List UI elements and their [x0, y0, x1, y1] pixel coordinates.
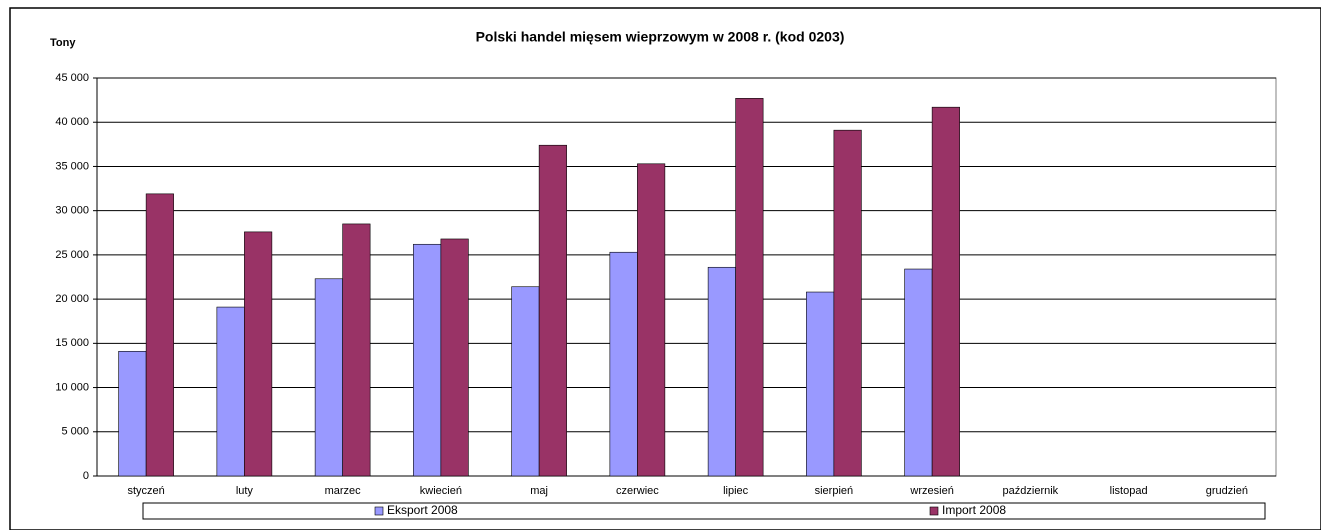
- bar: [637, 163, 666, 477]
- x-tick-label: październik: [1003, 485, 1059, 497]
- x-tick-label: lipiec: [723, 485, 749, 497]
- x-tick-label: listopad: [1110, 485, 1148, 497]
- y-tick-label: 40 000: [55, 116, 89, 128]
- bar: [342, 223, 371, 477]
- legend-swatch: [374, 506, 384, 516]
- bar: [145, 193, 174, 477]
- x-tick-label: kwiecień: [420, 485, 462, 497]
- bar: [118, 350, 147, 477]
- y-tick-label: 20 000: [55, 293, 89, 305]
- bar: [413, 243, 442, 477]
- x-tick-label: styczeń: [127, 485, 164, 497]
- y-tick-label: 5 000: [61, 426, 89, 438]
- bar: [833, 129, 862, 477]
- y-tick-label: 10 000: [55, 381, 89, 393]
- bar: [707, 266, 736, 477]
- bar: [440, 238, 469, 477]
- x-tick-label: grudzień: [1206, 485, 1248, 497]
- bar: [931, 106, 960, 477]
- legend-swatch: [929, 506, 939, 516]
- y-tick-label: 30 000: [55, 205, 89, 217]
- bar: [244, 231, 273, 477]
- legend-label: Eksport 2008: [387, 503, 458, 517]
- bar: [511, 286, 540, 477]
- plot-area: [96, 77, 1277, 477]
- x-tick-label: czerwiec: [616, 485, 659, 497]
- bar: [216, 306, 245, 477]
- x-tick-label: sierpień: [815, 485, 854, 497]
- x-tick-label: maj: [530, 485, 548, 497]
- bar: [609, 251, 638, 477]
- y-axis-label: Tony: [50, 37, 76, 49]
- y-tick-label: 15 000: [55, 337, 89, 349]
- y-tick-label: 0: [83, 470, 89, 482]
- bar: [735, 98, 764, 477]
- bar: [314, 278, 343, 477]
- x-tick-label: marzec: [325, 485, 362, 497]
- y-tick-label: 35 000: [55, 160, 89, 172]
- bar: [904, 268, 933, 477]
- y-tick-label: 25 000: [55, 249, 89, 261]
- x-tick-label: luty: [236, 485, 254, 497]
- legend-box: [142, 502, 1266, 520]
- y-tick-label: 45 000: [55, 72, 89, 84]
- chart-title: Polski handel mięsem wieprzowym w 2008 r…: [476, 29, 845, 45]
- bar: [806, 291, 835, 477]
- x-tick-label: wrzesień: [909, 485, 953, 497]
- legend-label: Import 2008: [942, 503, 1006, 517]
- bar: [538, 144, 567, 477]
